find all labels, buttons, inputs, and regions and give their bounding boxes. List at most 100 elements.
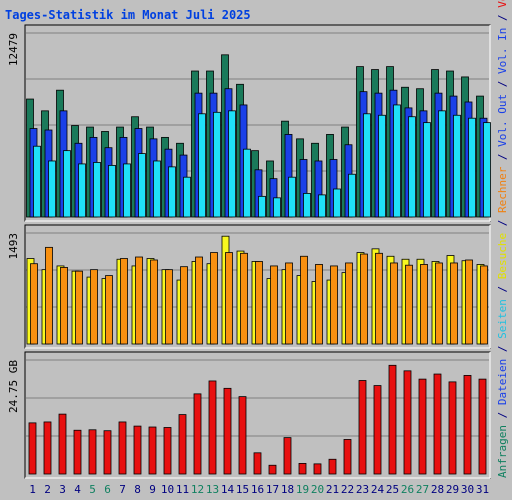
volumen-bar [403,370,412,475]
volumen-bar [358,380,367,475]
volumen-bar [433,373,442,475]
rechner-bar [255,261,263,345]
volumen-bar [133,425,142,475]
seiten-bar [438,110,446,218]
rechner-bar [285,262,293,345]
volumen-bar [298,463,307,475]
y-max-label: 1493 [7,233,20,260]
legend-entry: Vol. In [496,28,509,74]
rechner-bar [180,266,188,345]
legend-entry: / [496,74,509,94]
x-tick-label: 8 [134,483,141,496]
x-tick-label: 30 [461,483,474,496]
legend-entry: Seiten [496,299,509,339]
rechner-bar [450,262,458,345]
rechner-bar [435,262,443,345]
seiten-bar [213,111,221,218]
seiten-bar [393,104,401,218]
seiten-bar [33,145,41,218]
seiten-bar [243,148,251,218]
rechner-bar [120,258,128,345]
rechner-bar [375,252,383,345]
volumen-bar [253,452,262,475]
x-tick-label: 22 [341,483,354,496]
chart-title: Tages-Statistik im Monat Juli 2025 [5,8,251,22]
x-tick-label: 13 [206,483,219,496]
x-tick-label: 1 [29,483,36,496]
x-tick-label: 6 [104,483,111,496]
y-max-label: 24.75 GB [7,360,20,413]
rechner-bar [165,269,173,345]
volumen-bar [328,458,337,475]
volumen-bar [148,426,157,475]
legend-entry: Dateien [496,359,509,405]
legend-entry: / [496,405,509,425]
legend-entry: Besuche [496,233,509,279]
rechner-bar [300,255,308,345]
seiten-bar [108,164,116,218]
rechner-bar [405,264,413,345]
x-tick-label: 23 [356,483,369,496]
x-tick-label: 5 [89,483,96,496]
rechner-bar [240,252,248,345]
volumen-bar [88,429,97,475]
volumen-bar [208,380,217,475]
rechner-bar [360,253,368,345]
x-tick-label: 21 [326,483,339,496]
rechner-bar [150,259,158,345]
rechner-bar [480,265,488,345]
legend-entry: / [496,213,509,233]
volumen-bar [478,378,487,475]
x-tick-label: 26 [401,483,414,496]
rechner-bar [225,252,233,345]
x-tick-label: 3 [59,483,66,496]
x-tick-label: 12 [191,483,204,496]
volumen-bar [448,381,457,475]
legend-entry: Rechner [496,166,509,213]
seiten-bar [483,122,491,218]
seiten-bar [453,114,461,218]
rechner-bar [60,267,68,345]
seiten-bar [198,113,206,218]
seiten-bar [258,195,266,218]
seiten-bar [153,160,161,218]
legend-vertical: Anfragen / Dateien / Seiten / Besuche / … [496,0,509,478]
x-tick-label: 31 [476,483,489,496]
rechner-bar [210,252,218,345]
rechner-bar [330,265,338,345]
volumen-bar [163,427,172,475]
legend-entry: Anfragen [496,425,509,478]
seiten-bar [228,110,236,218]
seiten-bar [48,160,56,218]
x-tick-label: 11 [176,483,189,496]
volumen-bar [103,430,112,475]
seiten-bar [408,116,416,218]
seiten-bar [78,163,86,218]
rechner-bar [90,269,98,345]
legend-entry: / [496,279,509,299]
volumen-bar [343,439,352,475]
x-tick-label: 2 [44,483,51,496]
volumen-bar [73,429,82,475]
x-tick-label: 19 [296,483,309,496]
seiten-bar [288,176,296,218]
seiten-bar [123,163,131,218]
seiten-bar [423,122,431,218]
rechner-bar [420,264,428,345]
rechner-bar [30,263,38,345]
volumen-bar [238,396,247,475]
rechner-bar [75,270,83,345]
legend-entry: / [496,339,509,359]
x-tick-label: 24 [371,483,385,496]
rechner-bar [105,275,113,345]
x-tick-label: 16 [251,483,264,496]
seiten-bar [63,150,71,218]
volumen-bar [373,385,382,475]
seiten-bar [348,173,356,218]
rechner-bar [135,256,143,345]
seiten-bar [363,113,371,218]
volumen-bar [28,422,37,475]
x-tick-label: 14 [221,483,235,496]
volumen-bar [223,387,232,475]
x-tick-label: 7 [119,483,126,496]
